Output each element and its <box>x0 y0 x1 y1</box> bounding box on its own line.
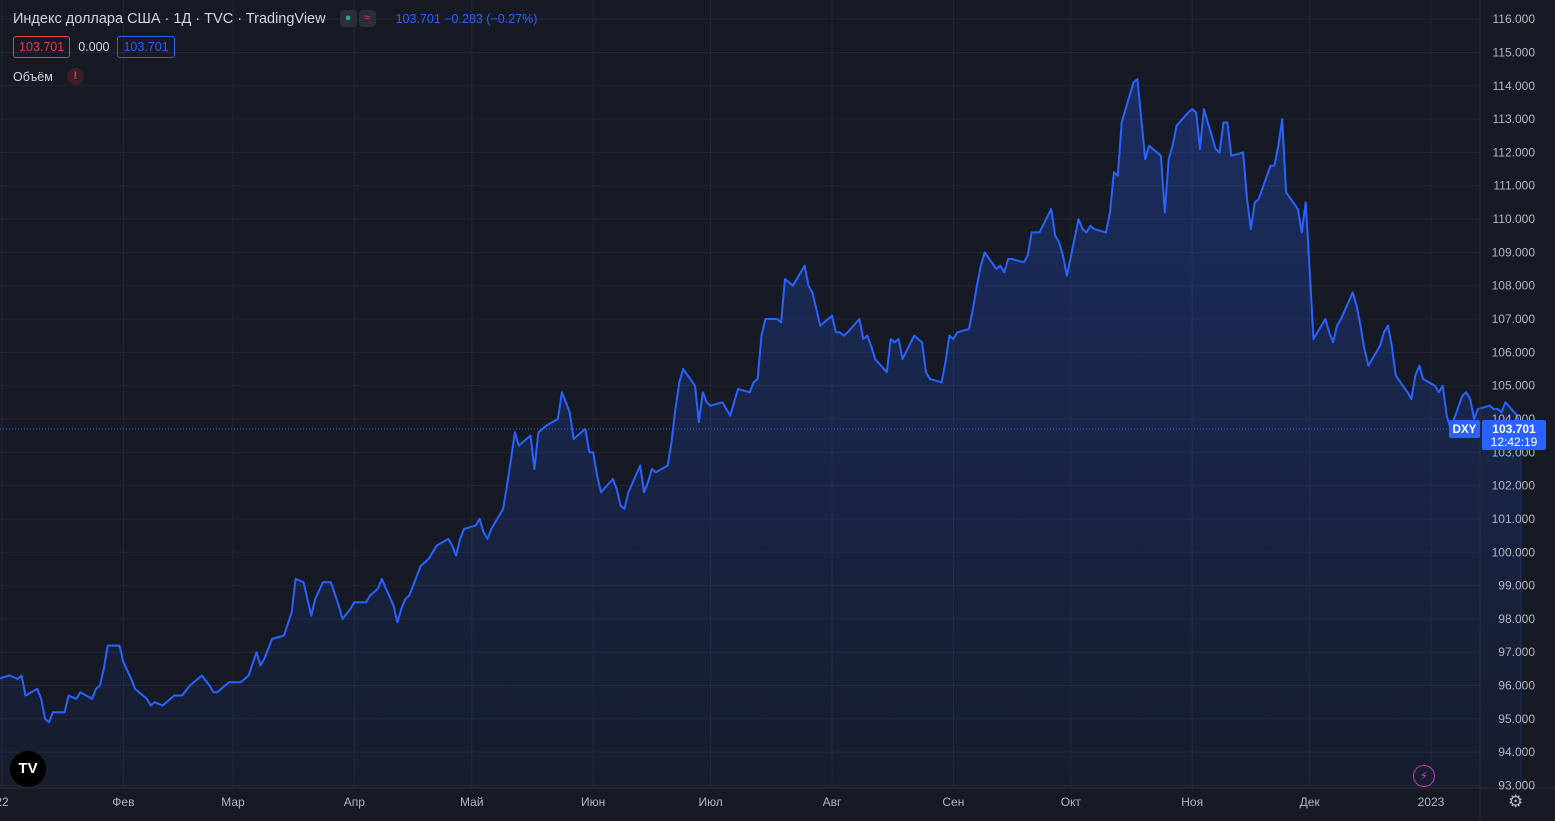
symbol-tag-bg <box>1449 419 1480 438</box>
y-tick-label: 116.000 <box>1493 12 1536 26</box>
y-tick-label: 102.000 <box>1492 479 1536 493</box>
gear-icon[interactable]: ⚙ <box>1508 792 1524 811</box>
x-tick-label: Дек <box>1300 795 1321 809</box>
bid-ask-row: 103.701 0.000 103.701 <box>13 36 175 58</box>
x-tick-label: Сен <box>942 795 964 809</box>
tradingview-logo-icon[interactable]: TV <box>10 751 46 787</box>
y-tick-label: 94.000 <box>1498 745 1535 759</box>
symbol-title[interactable]: Индекс доллара США · 1Д · TVC · TradingV… <box>13 10 326 27</box>
y-tick-label: 108.000 <box>1492 279 1536 293</box>
symbol-tag: DXY <box>1453 424 1477 436</box>
status-pill[interactable]: ● ≈ <box>339 10 376 27</box>
x-tick-label: Ноя <box>1181 795 1203 809</box>
y-tick-label: 95.000 <box>1498 712 1535 726</box>
price-tag-bg <box>1482 419 1546 450</box>
price-tag-value: 103.701 <box>1492 422 1536 436</box>
volume-label[interactable]: Объём <box>13 69 53 84</box>
x-tick-label: Июл <box>698 795 722 809</box>
market-status-icon: ● <box>339 10 357 27</box>
y-tick-label: 113.000 <box>1493 112 1536 126</box>
warning-icon[interactable]: ! <box>66 68 84 85</box>
y-tick-label: 110.000 <box>1493 212 1536 226</box>
y-tick-label: 99.000 <box>1498 579 1535 593</box>
y-tick-label: 97.000 <box>1498 645 1535 659</box>
y-tick-label: 106.000 <box>1492 345 1536 359</box>
y-tick-label: 93.000 <box>1498 779 1535 793</box>
volume-row: Объём ! <box>13 68 84 85</box>
y-tick-label: 96.000 <box>1498 679 1535 693</box>
spread-value: 0.000 <box>78 40 110 54</box>
lightning-icon[interactable]: ⚡ <box>1413 765 1435 787</box>
bid-button[interactable]: 103.701 <box>13 36 71 58</box>
x-tick-label: 2023 <box>1418 795 1445 809</box>
x-tick-label: Фев <box>112 795 134 809</box>
x-tick-label: Авг <box>823 795 842 809</box>
x-tick-label: Май <box>460 795 484 809</box>
x-tick-label: Окт <box>1061 795 1082 809</box>
y-tick-label: 109.000 <box>1492 245 1536 259</box>
chart-legend: Индекс доллара США · 1Д · TVC · TradingV… <box>13 10 537 27</box>
y-tick-label: 107.000 <box>1492 312 1536 326</box>
x-tick-label: 22 <box>0 795 9 809</box>
y-tick-label: 112.000 <box>1493 145 1536 159</box>
x-tick-label: Июн <box>581 795 605 809</box>
price-tag-countdown: 12:42:19 <box>1491 435 1538 449</box>
x-tick-label: Апр <box>344 795 366 809</box>
x-tick-label: Мар <box>221 795 245 809</box>
y-tick-label: 115.000 <box>1493 45 1536 59</box>
y-tick-label: 101.000 <box>1492 512 1536 526</box>
data-delay-icon: ≈ <box>358 10 376 27</box>
y-tick-label: 114.000 <box>1493 79 1536 93</box>
area-fill <box>0 79 1521 788</box>
y-tick-label: 105.000 <box>1492 379 1536 393</box>
series-line <box>0 78 1522 724</box>
y-tick-label: 111.000 <box>1493 179 1535 193</box>
quote-change: 103.701 −0.283 (−0.27%) <box>395 11 538 26</box>
y-tick-label: 100.000 <box>1492 545 1536 559</box>
y-tick-label: 98.000 <box>1498 612 1535 626</box>
ask-button[interactable]: 103.701 <box>117 36 175 58</box>
